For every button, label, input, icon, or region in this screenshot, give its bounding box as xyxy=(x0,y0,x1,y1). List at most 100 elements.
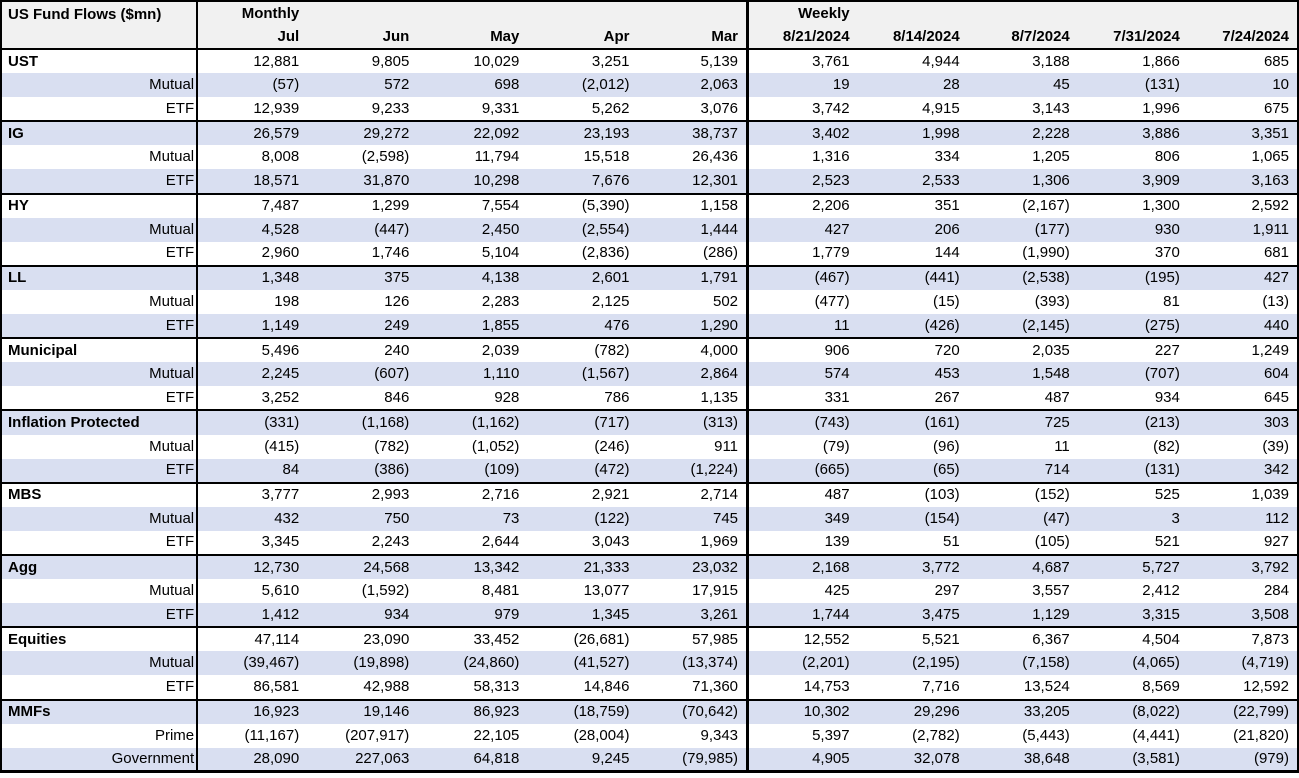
cell-value: 267 xyxy=(934,388,960,406)
cell-value: 3,761 xyxy=(746,47,858,74)
table-row: ETF 18,571 31,870 10,298 7,676 12,301 2,523 2,5… xyxy=(1,169,1298,194)
cell-value: 745 xyxy=(637,506,748,531)
cell-value: 8,481 xyxy=(481,582,520,600)
cell-value: 227 xyxy=(1077,337,1188,363)
cell-value: (331) xyxy=(197,409,308,435)
cell-value: 750 xyxy=(307,506,418,531)
row-label: Mutual xyxy=(1,506,199,531)
cell-value: 12,592 xyxy=(1243,677,1289,695)
row-label: Prime xyxy=(1,723,199,748)
cell-value: 2,228 xyxy=(967,120,1078,146)
cell-value: 1,444 xyxy=(637,217,748,242)
table-row: Inflation Protected (331) (1,168) (1,162) (7… xyxy=(1,409,1298,435)
cell-value: 2,523 xyxy=(746,169,858,194)
cell-value: 1,249 xyxy=(1187,337,1298,363)
cell-value: 685 xyxy=(1187,47,1298,74)
cell-value: 13,342 xyxy=(417,553,528,580)
cell-value: 1,348 xyxy=(197,264,308,290)
cell-value: (1,567) xyxy=(527,362,638,387)
cell-value: (415) xyxy=(264,437,300,455)
cell-value: (2,195) xyxy=(857,651,968,676)
cell-value: 1,866 xyxy=(1077,47,1188,74)
cell-value: (79,985) xyxy=(637,747,748,772)
table-row: ETF 2,960 1,746 5,104 (2,836) (286) 1,779 144 (1… xyxy=(1,241,1298,266)
cell-value: 1,779 xyxy=(746,241,858,266)
group-label: Agg xyxy=(1,553,199,580)
cell-value: 2,125 xyxy=(591,292,630,310)
cell-value: 3,261 xyxy=(637,603,748,628)
cell-value: 3,345 xyxy=(261,533,300,551)
cell-value: (131) xyxy=(1077,458,1188,483)
cell-value: 33,205 xyxy=(967,698,1078,724)
cell-value: 1,998 xyxy=(857,120,968,146)
cell-value: 3,043 xyxy=(591,533,630,551)
cell-value: 206 xyxy=(857,217,968,242)
cell-value: 3,076 xyxy=(700,99,739,117)
cell-value: (2,836) xyxy=(581,244,630,262)
cell-value: 4,504 xyxy=(1077,626,1188,652)
cell-value: (2,782) xyxy=(912,726,960,744)
cell-value: 12,552 xyxy=(746,626,858,652)
cell-value: (105) xyxy=(1034,533,1070,551)
group-label: MBS xyxy=(1,481,199,507)
cell-value: 28,090 xyxy=(197,747,308,772)
cell-value: 14,753 xyxy=(746,675,858,700)
cell-value: 2,245 xyxy=(197,362,308,387)
cell-value: 1,306 xyxy=(967,169,1078,194)
cell-value: 10,029 xyxy=(417,47,528,74)
cell-value: 3,792 xyxy=(1187,553,1298,580)
cell-value: 7,554 xyxy=(417,192,528,218)
cell-value: (109) xyxy=(417,458,528,483)
cell-value: 2,168 xyxy=(746,553,858,580)
cell-value: (1,592) xyxy=(361,582,410,600)
cell-value: (313) xyxy=(637,409,748,435)
cell-value: 16,923 xyxy=(197,698,308,724)
cell-value: 1,299 xyxy=(307,192,418,218)
cell-value: 4,905 xyxy=(746,747,858,772)
cell-value: 521 xyxy=(1154,533,1180,551)
cell-value: (7,158) xyxy=(967,651,1078,676)
cell-value: (441) xyxy=(857,264,968,290)
cell-value: 10 xyxy=(1187,73,1298,98)
cell-value: (393) xyxy=(1034,292,1070,310)
cell-value: 31,870 xyxy=(307,169,418,194)
cell-value: 9,233 xyxy=(371,99,410,117)
table-row: Mutual 8,008 (2,598) 11,794 15,518 26,436 1,31… xyxy=(1,145,1298,170)
cell-value: 47,114 xyxy=(197,626,308,652)
table-row: Mutual 432 750 73 (122) 745 349 (154) (47) 3 112 xyxy=(1,506,1298,531)
column-header-month: Jul xyxy=(197,25,308,50)
cell-value: (195) xyxy=(1077,264,1188,290)
cell-value: 476 xyxy=(527,314,638,339)
cell-value: (2,012) xyxy=(527,73,638,98)
table-row: Mutual (57) 572 698 (2,012) 2,063 19 28 45 (131) 1… xyxy=(1,73,1298,98)
cell-value: (47) xyxy=(967,506,1078,531)
cell-value: (4,065) xyxy=(1077,651,1188,676)
cell-value: 23,032 xyxy=(637,553,748,580)
cell-value: 2,601 xyxy=(527,264,638,290)
cell-value: (65) xyxy=(857,458,968,483)
cell-value: 574 xyxy=(746,362,858,387)
cell-value: (3,581) xyxy=(1077,747,1188,772)
cell-value: (21,820) xyxy=(1233,726,1289,744)
cell-value: (286) xyxy=(703,244,739,262)
header-spacer xyxy=(1077,1,1188,25)
cell-value: 1,548 xyxy=(967,362,1078,387)
row-label: ETF xyxy=(1,530,199,555)
cell-value: 2,412 xyxy=(1142,582,1180,600)
cell-value: (103) xyxy=(857,481,968,507)
cell-value: 4,528 xyxy=(197,217,308,242)
cell-value: (18,759) xyxy=(527,698,638,724)
cell-value: 29,272 xyxy=(307,120,418,146)
cell-value: (39) xyxy=(1262,437,1289,455)
cell-value: 502 xyxy=(713,292,739,310)
cell-value: 3,402 xyxy=(746,120,858,146)
section-label-weekly: Weekly xyxy=(746,1,858,25)
cell-value: (467) xyxy=(746,264,858,290)
cell-value: 1,065 xyxy=(1251,148,1289,166)
cell-value: 432 xyxy=(197,506,308,531)
cell-value: 24,568 xyxy=(307,553,418,580)
cell-value: (2,201) xyxy=(746,651,858,676)
table-row: ETF 12,939 9,233 9,331 5,262 3,076 3,742 4,915 3… xyxy=(1,97,1298,122)
cell-value: 86,581 xyxy=(253,677,300,695)
cell-value: 58,313 xyxy=(473,677,520,695)
